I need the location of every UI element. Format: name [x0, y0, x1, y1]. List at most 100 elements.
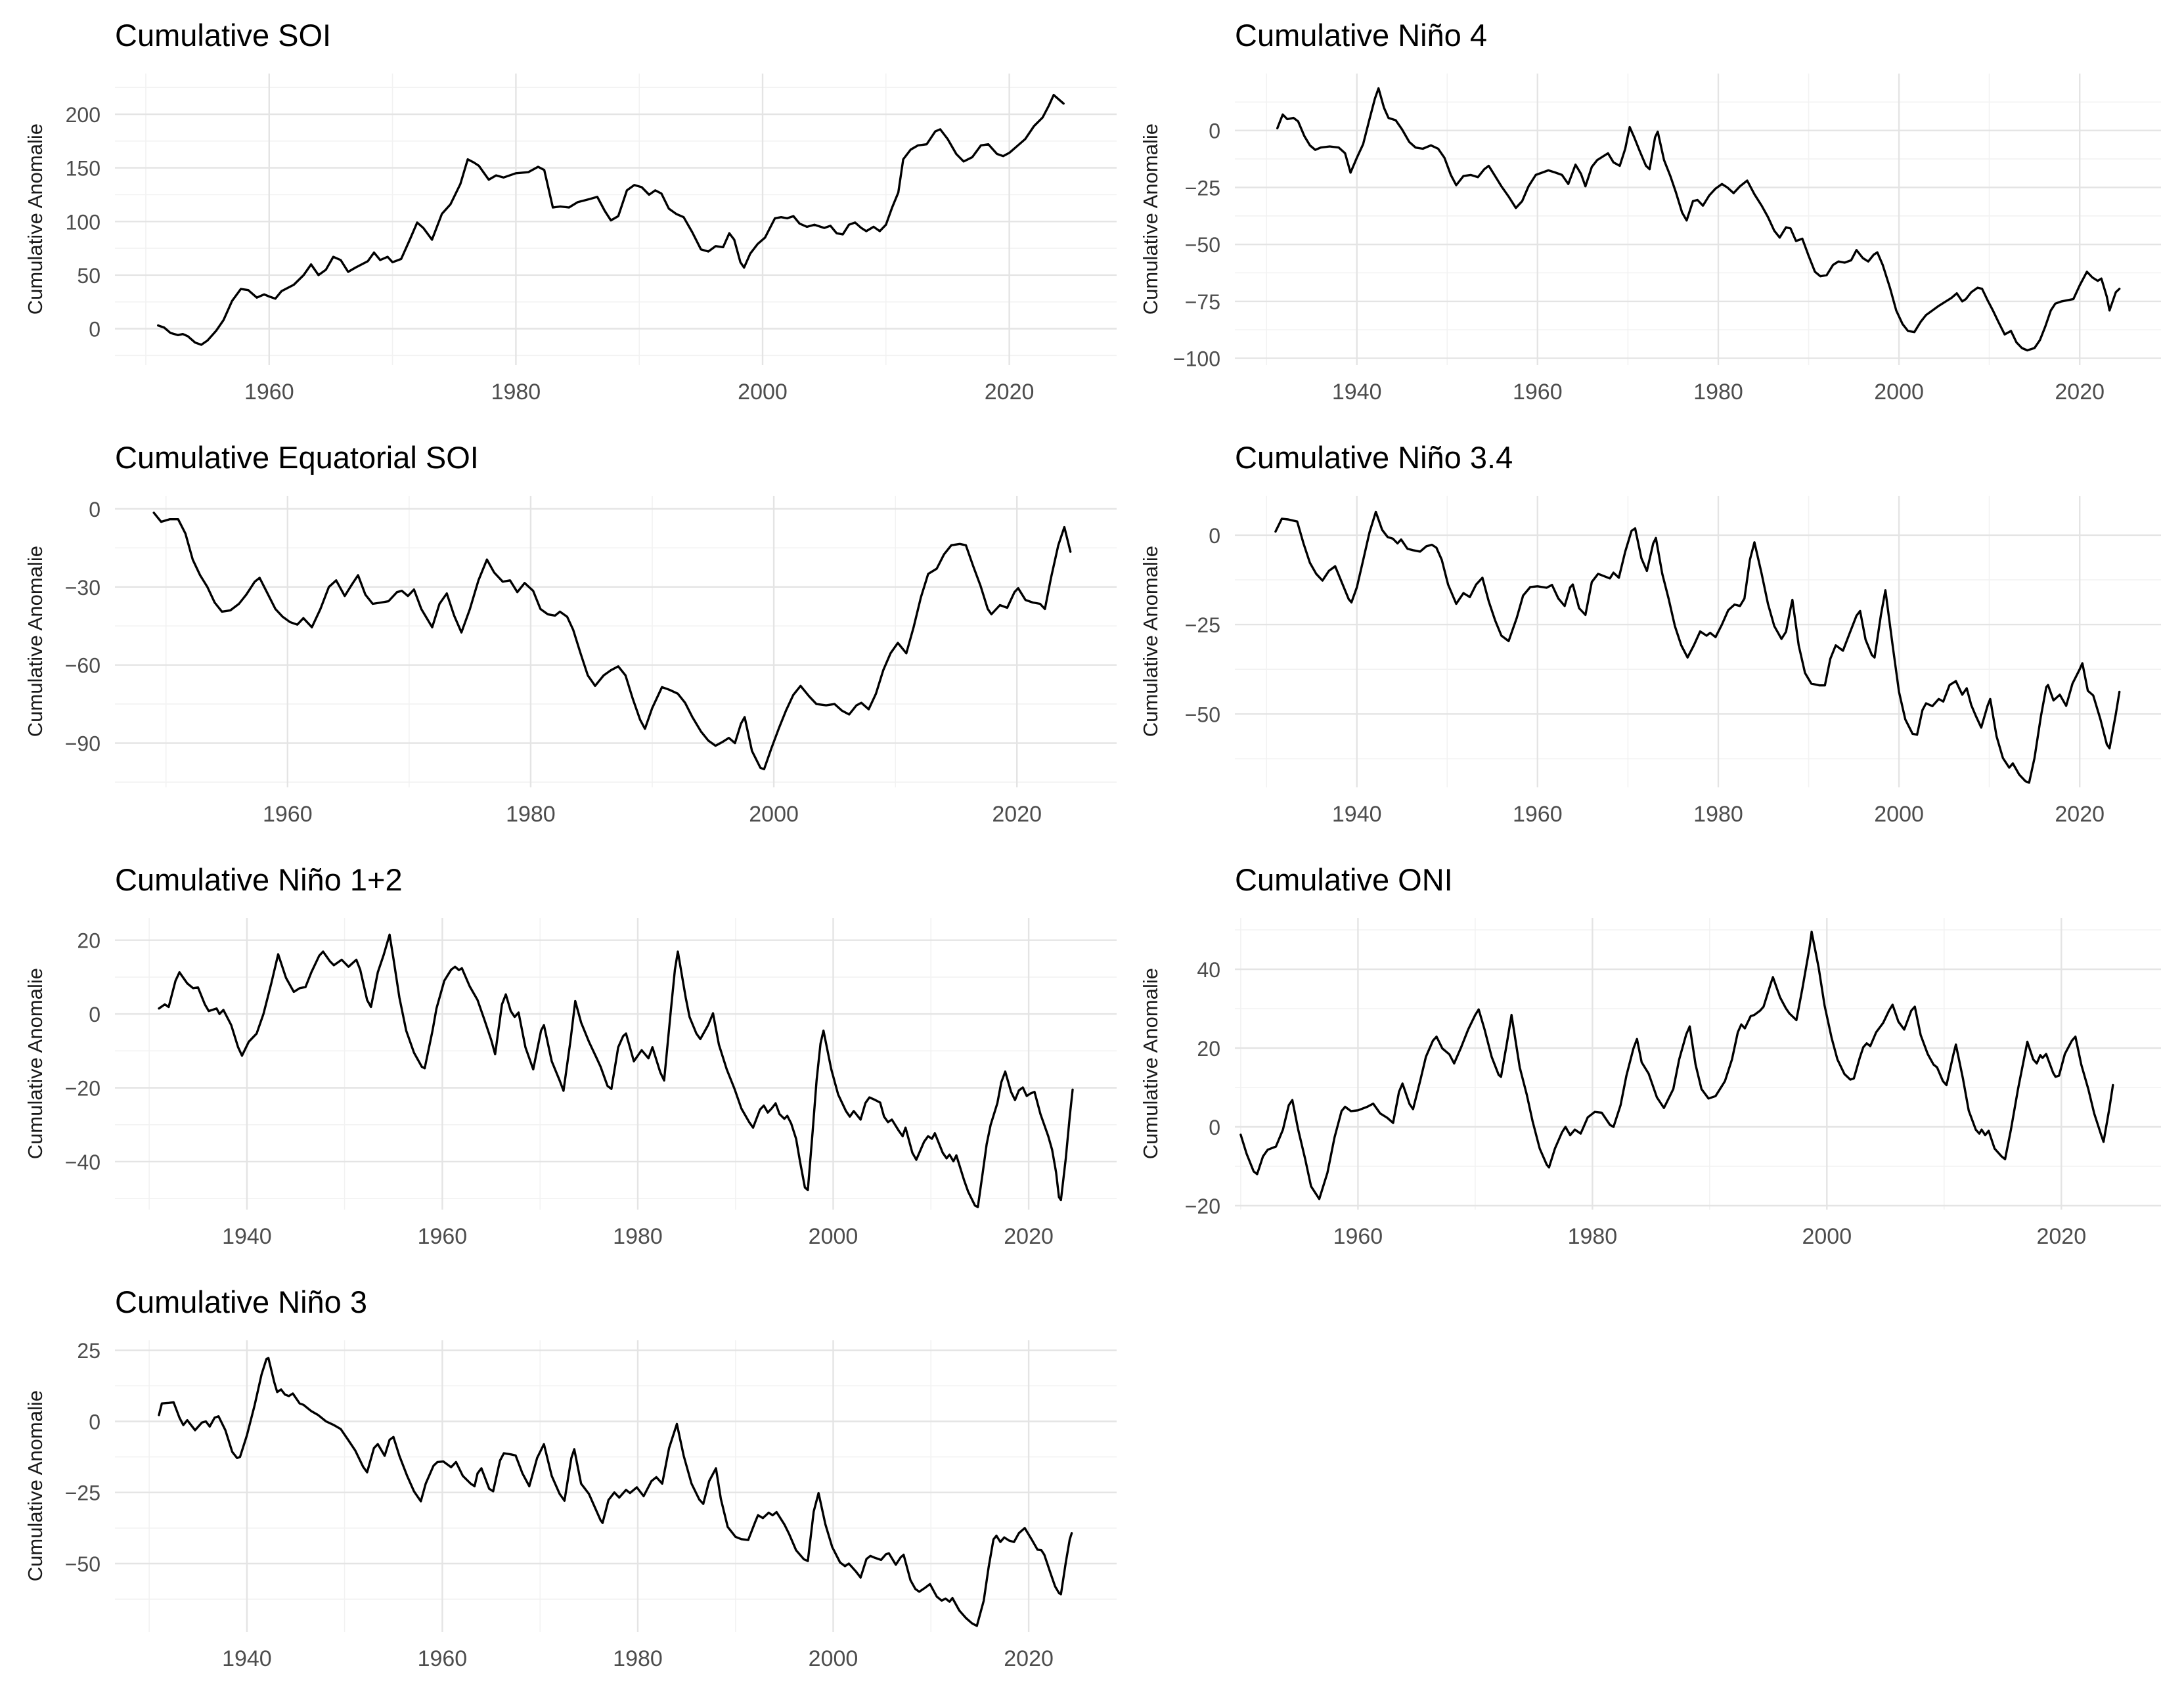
x-tick-label: 2000 — [809, 1224, 858, 1249]
series-line — [152, 512, 1072, 770]
plot-area: 1960 1980 2000 2020 0 −30 −60 −90 — [65, 496, 1117, 827]
empty-cell — [1143, 1267, 2184, 1689]
gridlines-minor — [115, 74, 1117, 365]
gridlines-minor — [115, 1340, 1117, 1632]
y-tick-label: 150 — [66, 157, 100, 181]
x-tick-label: 1980 — [613, 1224, 663, 1249]
x-tick-label: 2000 — [809, 1646, 858, 1671]
chart-title: Cumulative Equatorial SOI — [115, 440, 479, 475]
y-tick-label: 200 — [66, 103, 100, 127]
x-tick-label: 1980 — [1568, 1224, 1618, 1249]
y-tick-label: −25 — [1185, 176, 1220, 200]
x-tick-label: 2000 — [1874, 380, 1924, 405]
axis-tick-labels: 1940 1960 1980 2000 2020 0 −25 −50 — [1185, 524, 2105, 827]
plot-area: 1940 1960 1980 2000 2020 0 −25 −50 −75 −100 — [1173, 74, 2161, 405]
y-tick-label: 0 — [89, 498, 100, 521]
chart-title: Cumulative Niño 1+2 — [115, 862, 403, 897]
x-tick-label: 2020 — [2036, 1224, 2086, 1249]
gridlines-minor — [115, 496, 1117, 787]
x-tick-label: 1940 — [222, 1646, 272, 1671]
x-tick-label: 1940 — [222, 1224, 272, 1249]
y-tick-label: −25 — [1185, 613, 1220, 637]
y-tick-label: 0 — [1209, 1116, 1220, 1139]
x-tick-label: 1960 — [244, 380, 294, 405]
gridlines-minor — [1235, 918, 2161, 1210]
series-line — [158, 1357, 1073, 1627]
y-tick-label: −50 — [1185, 703, 1220, 726]
chart-title: Cumulative SOI — [115, 18, 332, 53]
x-tick-label: 1960 — [418, 1646, 468, 1671]
x-tick-label: 1960 — [263, 802, 313, 827]
series-line — [1239, 931, 2114, 1200]
chart-title: Cumulative Niño 3.4 — [1235, 440, 1513, 475]
chart-title: Cumulative ONI — [1235, 862, 1453, 897]
y-tick-label: −60 — [65, 654, 100, 678]
y-tick-label: −20 — [1185, 1195, 1220, 1218]
gridlines-major — [115, 496, 1117, 787]
x-tick-label: 1980 — [491, 380, 541, 405]
y-tick-label: −90 — [65, 732, 100, 756]
series-line — [1276, 87, 2121, 352]
chart-cumulative-nino4: Cumulative Niño 4 Cumulative Anomalie 19… — [1139, 0, 2184, 422]
x-tick-label: 2020 — [2055, 802, 2105, 827]
plot-area: 1940 1960 1980 2000 2020 0 −25 −50 — [1185, 496, 2161, 827]
chart-cumulative-equatorial-soi: Cumulative Equatorial SOI Cumulative Ano… — [0, 422, 1143, 844]
x-tick-label: 2000 — [1874, 802, 1924, 827]
x-tick-label: 2000 — [1802, 1224, 1852, 1249]
y-tick-label: 0 — [89, 1003, 100, 1026]
x-tick-label: 1980 — [1693, 802, 1743, 827]
chart-title: Cumulative Niño 3 — [115, 1284, 368, 1319]
chart-cumulative-nino12: Cumulative Niño 1+2 Cumulative Anomalie … — [0, 844, 1143, 1267]
y-tick-label: −50 — [65, 1552, 100, 1576]
x-tick-label: 1980 — [1693, 380, 1743, 405]
gridlines-major — [115, 1340, 1117, 1632]
y-tick-label: 0 — [89, 318, 100, 341]
y-tick-label: −50 — [1185, 233, 1220, 257]
y-tick-label: −75 — [1185, 290, 1220, 314]
y-tick-label: 40 — [1197, 958, 1220, 982]
y-tick-label: 20 — [77, 929, 100, 953]
gridlines-minor — [1235, 74, 2161, 365]
series-line — [157, 93, 1065, 346]
y-tick-label: 50 — [77, 264, 100, 288]
gridlines-major — [115, 74, 1117, 365]
axis-tick-labels: 1960 1980 2000 2020 0 −30 −60 −90 — [65, 498, 1042, 827]
x-tick-label: 1980 — [613, 1646, 663, 1671]
chart-title: Cumulative Niño 4 — [1235, 18, 1488, 53]
series-line — [1274, 510, 2121, 784]
gridlines-major — [1235, 918, 2161, 1210]
y-tick-label: −30 — [65, 576, 100, 600]
chart-cumulative-nino3: Cumulative Niño 3 Cumulative Anomalie 19… — [0, 1267, 1143, 1689]
x-tick-label: 2020 — [992, 802, 1042, 827]
y-tick-label: 25 — [77, 1339, 100, 1363]
gridlines-minor — [1235, 496, 2161, 787]
plot-area: 1940 1960 1980 2000 2020 25 0 −25 −50 — [65, 1339, 1117, 1671]
x-tick-label: 2000 — [738, 380, 788, 405]
series-line — [158, 933, 1074, 1208]
plot-area: 1960 1980 2000 2020 0 50 100 150 200 — [66, 74, 1117, 405]
x-tick-label: 2020 — [1004, 1224, 1054, 1249]
y-tick-label: 0 — [89, 1410, 100, 1434]
x-tick-label: 1980 — [506, 802, 556, 827]
axis-tick-labels: 1940 1960 1980 2000 2020 0 −25 −50 −75 −100 — [1173, 120, 2105, 405]
x-tick-label: 1960 — [1513, 380, 1563, 405]
x-tick-label: 1960 — [1513, 802, 1563, 827]
y-tick-label: −100 — [1173, 347, 1220, 371]
gridlines-major — [1235, 74, 2161, 365]
axis-tick-labels: 1940 1960 1980 2000 2020 25 0 −25 −50 — [65, 1339, 1054, 1671]
x-tick-label: 2020 — [2055, 380, 2105, 405]
gridlines-major — [1235, 496, 2161, 787]
axis-tick-labels: 1960 1980 2000 2020 40 20 0 −20 — [1185, 958, 2086, 1249]
y-tick-label: −40 — [65, 1151, 100, 1174]
plot-area: 1960 1980 2000 2020 40 20 0 −20 — [1185, 918, 2161, 1249]
chart-cumulative-soi: Cumulative SOI Cumulative Anomalie 1960 1… — [0, 0, 1143, 422]
y-tick-label: −25 — [65, 1481, 100, 1505]
x-tick-label: 2020 — [1004, 1646, 1054, 1671]
y-tick-label: 0 — [1209, 524, 1220, 548]
x-tick-label: 1940 — [1332, 802, 1382, 827]
y-tick-label: 20 — [1197, 1037, 1220, 1061]
x-tick-label: 2020 — [985, 380, 1035, 405]
